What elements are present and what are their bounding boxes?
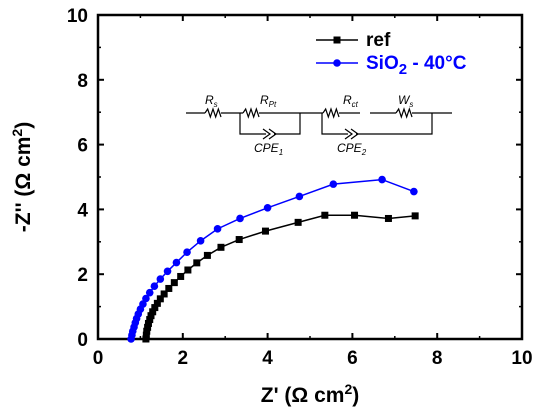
data-point (184, 266, 192, 274)
y-tick-label: 10 (67, 6, 88, 27)
legend-label: SiO2 - 40°C (366, 53, 467, 78)
data-point (144, 319, 152, 327)
resistor-rs (204, 107, 222, 119)
resistor-rpt (242, 107, 260, 119)
y-tick-label: 0 (77, 330, 88, 351)
data-point (156, 295, 164, 303)
warburg-ws (395, 107, 413, 119)
cpe2-branch (321, 113, 433, 135)
data-point (177, 272, 185, 280)
data-point (213, 225, 222, 233)
legend-marker (333, 36, 341, 44)
data-point (411, 212, 419, 220)
data-point (149, 308, 157, 316)
data-point (203, 251, 211, 259)
data-point (153, 299, 161, 307)
x-tick-label: 6 (347, 348, 358, 369)
cpe1-branch (239, 113, 301, 135)
legend-label: ref (366, 30, 391, 51)
data-point (142, 294, 150, 303)
data-point (144, 323, 152, 331)
circuit-label: CPE2 (337, 141, 367, 157)
data-point (384, 214, 392, 222)
y-tick-label: 6 (77, 136, 88, 157)
legend-marker (333, 59, 341, 67)
circuit-label: CPE1 (254, 141, 283, 157)
equivalent-circuit-inset (186, 107, 452, 140)
data-point (235, 236, 243, 244)
data-point (143, 327, 151, 335)
data-point (183, 248, 191, 256)
circuit-label: Rs (205, 93, 218, 109)
data-point (151, 304, 159, 312)
data-point (378, 175, 386, 184)
x-tick-label: 2 (178, 348, 189, 369)
data-point (160, 290, 168, 298)
circuit-label: Rct (343, 93, 359, 109)
data-point (295, 192, 304, 201)
data-point (193, 259, 201, 267)
y-tick-label: 2 (77, 265, 88, 286)
data-point (263, 203, 272, 212)
data-point (321, 211, 329, 219)
data-point (146, 316, 154, 324)
data-point (142, 335, 150, 343)
data-point (217, 243, 225, 251)
data-point (142, 331, 150, 339)
x-tick-label: 0 (93, 348, 104, 369)
series-line (145, 214, 416, 340)
data-point (147, 312, 155, 320)
data-point (172, 258, 181, 267)
cpe2-symbol (344, 128, 360, 140)
data-point (261, 227, 269, 235)
data-point (294, 218, 302, 226)
data-point (410, 187, 418, 196)
x-tick-label: 4 (262, 348, 273, 369)
data-point (150, 282, 159, 290)
data-point (145, 288, 154, 297)
data-point (163, 267, 172, 276)
data-point (196, 237, 205, 245)
data-point (156, 275, 165, 283)
y-tick-label: 4 (77, 200, 88, 221)
x-tick-label: 8 (432, 348, 443, 369)
data-point (165, 284, 173, 292)
circuit-label: RPt (260, 93, 277, 109)
x-tick-label: 10 (511, 348, 532, 369)
series-sio2 (127, 175, 418, 343)
legend-entry: SiO2 - 40°C (316, 53, 467, 78)
cpe1-symbol (262, 128, 278, 140)
series-line (130, 178, 415, 340)
x-axis-title: Z' (Ω cm2) (261, 381, 359, 407)
legend-entry: ref (316, 30, 391, 51)
y-tick-label: 8 (77, 71, 88, 92)
circuit-label: Ws (398, 93, 413, 109)
data-point (329, 180, 338, 188)
data-point (236, 214, 244, 223)
series-ref (142, 211, 419, 343)
data-point (351, 211, 359, 219)
data-point (170, 279, 178, 287)
resistor-rct (322, 107, 340, 119)
y-axis-title: -Z'' (Ω cm2) (9, 122, 35, 232)
